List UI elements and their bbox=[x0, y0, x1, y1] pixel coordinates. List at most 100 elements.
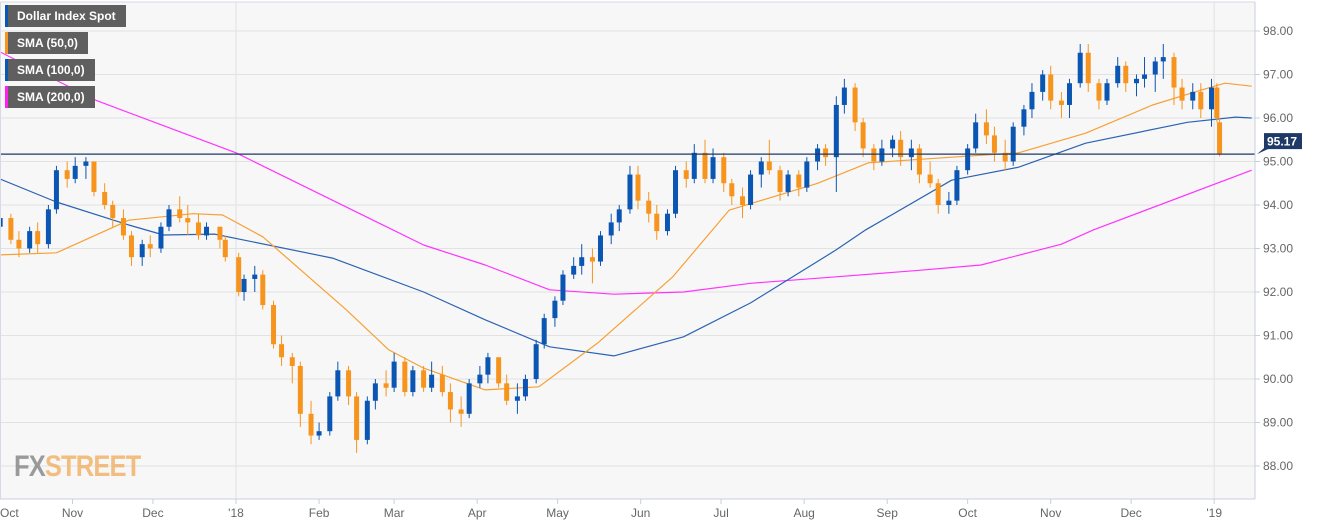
candle-body bbox=[27, 231, 33, 249]
candle-body bbox=[83, 161, 89, 166]
candle-body bbox=[683, 170, 689, 179]
candle-body bbox=[279, 344, 285, 358]
candle-body bbox=[973, 122, 979, 149]
candle-body bbox=[1190, 91, 1196, 101]
candle-body bbox=[541, 318, 547, 345]
x-tick-label: Aug bbox=[793, 506, 814, 520]
candle-body bbox=[852, 87, 858, 123]
candle-body bbox=[702, 152, 708, 179]
candle-body bbox=[691, 152, 697, 179]
candle-body bbox=[983, 122, 989, 136]
x-tick-label: May bbox=[546, 506, 569, 520]
candle-body bbox=[1058, 100, 1064, 105]
candle bbox=[8, 213, 14, 245]
candle-body bbox=[252, 274, 258, 279]
x-tick-label: Dec bbox=[142, 506, 163, 520]
candle-body bbox=[946, 200, 952, 205]
candle bbox=[35, 222, 41, 253]
candle bbox=[458, 396, 464, 427]
candle bbox=[402, 357, 408, 397]
candle bbox=[691, 144, 697, 184]
candle-body bbox=[841, 87, 847, 105]
candle bbox=[128, 231, 134, 266]
candle bbox=[833, 96, 839, 192]
candle-body bbox=[128, 235, 134, 258]
legend-sma-50[interactable]: SMA (50,0) bbox=[5, 32, 88, 54]
candle-body bbox=[635, 174, 641, 201]
candle bbox=[102, 183, 108, 210]
candle-body bbox=[139, 244, 145, 258]
candle bbox=[522, 374, 528, 401]
candle bbox=[16, 231, 22, 258]
candle-body bbox=[297, 365, 303, 414]
candle-body bbox=[354, 396, 360, 440]
y-tick-label: 93.00 bbox=[1263, 242, 1293, 256]
axes: 88.00 89.00 90.00 91.00 92.00 93.00 94.00 95.00… bbox=[0, 1, 1293, 520]
candle bbox=[579, 244, 585, 275]
candle bbox=[646, 191, 652, 223]
legend-sma-100[interactable]: SMA (100,0) bbox=[5, 59, 95, 81]
candle bbox=[946, 191, 952, 214]
candle bbox=[852, 83, 858, 132]
candle bbox=[120, 209, 126, 240]
candle bbox=[364, 396, 370, 445]
candle-body bbox=[260, 274, 266, 306]
candle-body bbox=[327, 396, 333, 432]
candle-body bbox=[16, 239, 22, 249]
candle bbox=[1058, 91, 1064, 118]
candle-body bbox=[1115, 65, 1121, 84]
candle-body bbox=[364, 400, 370, 440]
legend-dollar-index-spot[interactable]: Dollar Index Spot bbox=[5, 5, 126, 27]
candle bbox=[664, 209, 670, 236]
candle bbox=[571, 257, 577, 279]
candle bbox=[1179, 78, 1185, 110]
candle-body bbox=[1142, 74, 1148, 79]
candle bbox=[391, 352, 397, 393]
candle-body bbox=[177, 209, 183, 219]
x-tick-label: Jul bbox=[713, 506, 728, 520]
candle bbox=[289, 352, 295, 384]
candle-body bbox=[823, 148, 829, 158]
candle-body bbox=[316, 431, 322, 436]
y-tick-label: 88.00 bbox=[1263, 459, 1293, 473]
candle bbox=[110, 200, 116, 227]
candle-body bbox=[571, 265, 577, 275]
candle-body bbox=[8, 218, 14, 240]
candle-body bbox=[485, 357, 491, 375]
candle bbox=[1066, 78, 1072, 118]
candle bbox=[222, 235, 228, 262]
candle-body bbox=[860, 122, 866, 149]
candle bbox=[204, 222, 210, 240]
x-tick-label: Feb bbox=[309, 506, 330, 520]
candle-body bbox=[748, 174, 754, 205]
plot-area bbox=[0, 2, 1255, 499]
x-tick-label: Nov bbox=[62, 506, 83, 520]
candle bbox=[1029, 83, 1035, 118]
candle bbox=[552, 296, 558, 327]
candle-body bbox=[608, 222, 614, 236]
candle-body bbox=[147, 244, 153, 249]
candle bbox=[1171, 52, 1177, 105]
legend-label: SMA (200,0) bbox=[17, 90, 85, 104]
x-tick-label: Nov bbox=[1040, 506, 1061, 520]
y-tick-label: 94.00 bbox=[1263, 198, 1293, 212]
candle bbox=[335, 361, 341, 401]
candle bbox=[1096, 78, 1102, 110]
sma-200-line bbox=[0, 51, 1252, 295]
candle bbox=[683, 161, 689, 188]
candle bbox=[1190, 83, 1196, 110]
candle bbox=[627, 165, 633, 214]
candle-body bbox=[289, 357, 295, 366]
candle bbox=[729, 178, 735, 205]
candle-body bbox=[710, 157, 716, 179]
candle bbox=[823, 144, 829, 166]
x-tick-label: Dec bbox=[1120, 506, 1141, 520]
candle bbox=[185, 205, 191, 236]
candle bbox=[597, 231, 603, 266]
x-tick-label: Mar bbox=[384, 506, 405, 520]
y-tick-label: 90.00 bbox=[1263, 372, 1293, 386]
candle bbox=[177, 196, 183, 223]
candle-body bbox=[908, 148, 914, 158]
legend-sma-200[interactable]: SMA (200,0) bbox=[5, 86, 95, 108]
candle-body bbox=[721, 157, 727, 184]
